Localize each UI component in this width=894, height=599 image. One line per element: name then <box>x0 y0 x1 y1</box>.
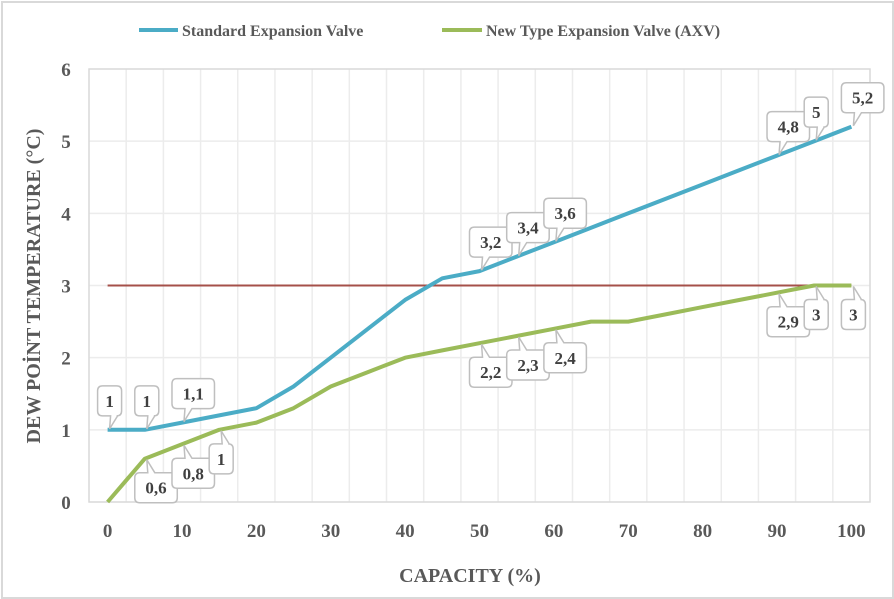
data-label-text: 1 <box>143 392 152 411</box>
data-label: 2,4 <box>543 329 588 374</box>
x-tick-label: 20 <box>247 521 266 542</box>
data-label-text: 1,1 <box>183 385 204 404</box>
data-label-text: 0,8 <box>183 464 204 483</box>
data-label: 1 <box>208 430 234 475</box>
data-label-callout <box>208 430 234 475</box>
x-tick-label: 40 <box>396 521 415 542</box>
series-line-axv <box>106 283 852 504</box>
legend-label-axv: New Type Expansion Valve (AXV) <box>486 23 720 40</box>
data-label-text: 3,6 <box>555 204 576 223</box>
data-label: 5,2 <box>840 81 885 127</box>
data-label: 2,3 <box>505 336 550 381</box>
data-label-text: 0,6 <box>145 479 166 498</box>
data-label: 3,6 <box>543 197 588 242</box>
y-axis-ticks: 0 1 2 3 4 5 6 <box>61 60 71 514</box>
data-label-callout <box>134 385 160 430</box>
x-tick-label: 90 <box>768 521 787 542</box>
data-label: 5 <box>803 96 829 141</box>
y-tick-label: 1 <box>61 421 71 442</box>
x-tick-label: 80 <box>693 521 712 542</box>
data-label-text: 2,2 <box>480 363 501 382</box>
data-label-text: 5 <box>812 103 821 122</box>
x-tick-label: 70 <box>619 521 638 542</box>
data-label-callout <box>543 329 588 374</box>
data-label: 1 <box>96 385 123 430</box>
data-label-text: 1 <box>217 450 226 469</box>
y-tick-label: 5 <box>61 132 71 153</box>
y-tick-label: 2 <box>61 349 71 370</box>
data-label-callout <box>803 96 829 141</box>
data-label-text: 2,9 <box>778 313 799 332</box>
series-line-standard <box>107 124 853 432</box>
x-tick-label: 50 <box>470 521 489 542</box>
data-label-text: 2,4 <box>555 349 577 368</box>
series-layer <box>106 124 853 504</box>
data-label-text: 3,4 <box>517 219 539 238</box>
plot-area <box>88 68 871 503</box>
data-label-callout <box>840 286 867 331</box>
data-label: 2,9 <box>766 293 811 338</box>
legend: Standard Expansion Valve New Type Expans… <box>139 23 720 40</box>
data-label: 3 <box>803 286 829 331</box>
x-tick-label: 10 <box>172 521 191 542</box>
data-label-text: 3 <box>812 306 821 325</box>
x-tick-label: 60 <box>544 521 563 542</box>
data-label: 3,2 <box>468 226 513 271</box>
y-tick-label: 0 <box>61 493 71 514</box>
data-label: 3,4 <box>505 211 550 257</box>
y-axis-title: DEW POİNT TEMPERATURE (°C) <box>21 129 45 444</box>
legend-item-axv[interactable]: New Type Expansion Valve (AXV) <box>442 23 720 40</box>
data-label: 0,6 <box>134 459 179 504</box>
data-label: 1,1 <box>171 377 216 423</box>
data-label-callout <box>543 197 588 242</box>
data-label-text: 4,8 <box>778 118 799 137</box>
legend-label-standard: Standard Expansion Valve <box>182 23 363 40</box>
data-label-callout <box>803 286 829 331</box>
data-label: 2,2 <box>468 343 513 388</box>
data-label: 1 <box>134 385 160 430</box>
data-label-text: 5,2 <box>852 89 873 108</box>
x-tick-label: 0 <box>103 521 113 542</box>
data-label-callout <box>171 377 216 423</box>
data-label: 3 <box>840 286 867 331</box>
data-label-text: 3,2 <box>480 233 501 252</box>
data-label-text: 2,3 <box>517 356 538 375</box>
data-label-layer: 1 1 1,1 3,2 3,4 3,6 4,8 5 5,2 0,6 0,8 1 2,2 2,3 2,4 2,9… <box>96 81 885 504</box>
data-label: 4,8 <box>766 110 811 155</box>
y-tick-label: 3 <box>61 277 71 298</box>
x-tick-label: 100 <box>837 521 866 542</box>
x-tick-label: 30 <box>321 521 340 542</box>
x-axis-ticks: 0 10 20 30 40 50 60 70 80 90 100 <box>103 521 866 542</box>
legend-item-standard[interactable]: Standard Expansion Valve <box>139 23 363 40</box>
data-label-text: 3 <box>849 306 858 325</box>
data-label-callout <box>96 385 123 430</box>
x-axis-title: CAPACITY (%) <box>399 565 541 587</box>
data-label-callout <box>840 81 885 127</box>
data-label-text: 1 <box>105 392 114 411</box>
data-label: 0,8 <box>171 444 216 490</box>
y-tick-label: 4 <box>61 204 71 225</box>
y-tick-label: 6 <box>61 60 71 81</box>
